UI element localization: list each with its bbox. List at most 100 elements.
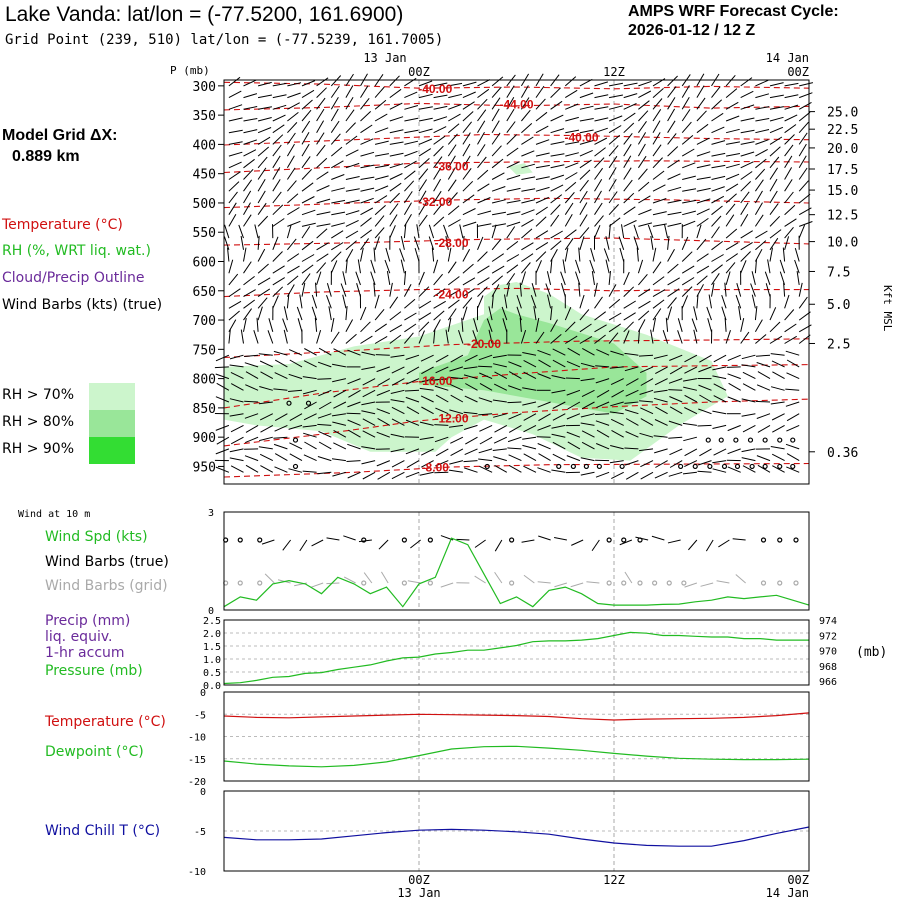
wind-barb (725, 128, 740, 134)
calm-wind-circle (718, 437, 724, 443)
wind-barb (405, 378, 420, 385)
wind-barb (272, 295, 279, 309)
wind-barb (683, 378, 697, 382)
wind-barb (578, 282, 581, 297)
wind-barb (769, 82, 784, 87)
calm-wind-circle (292, 463, 299, 470)
wind-barb (462, 168, 472, 180)
wind-barb (257, 248, 266, 262)
dewpoint-line (223, 745, 810, 768)
wind-barb (404, 117, 419, 122)
wind-barb (501, 306, 508, 321)
wind-barb (272, 82, 287, 87)
calm-wind-grid (401, 580, 407, 586)
wind-barb (389, 102, 403, 110)
wind-barb (721, 294, 727, 309)
wind-barb (564, 191, 575, 204)
wind-barb (268, 318, 274, 332)
wind-barb (639, 432, 654, 438)
wind-barb (535, 85, 545, 98)
wind-barb (478, 397, 493, 403)
wind-barb (286, 167, 296, 180)
wind-barb (537, 401, 551, 408)
wind-barb (608, 284, 617, 297)
wind-barb (769, 167, 779, 180)
wind-barb (506, 161, 520, 169)
wind-barb (537, 424, 551, 431)
calm-wind-true (793, 537, 799, 543)
wind-barb (318, 401, 332, 410)
wind-barb (286, 224, 292, 239)
wind-barb (565, 103, 579, 110)
wind-barb (798, 296, 808, 309)
wind-barb (331, 160, 344, 169)
wind-barb (492, 354, 507, 359)
wind-barb (740, 230, 753, 239)
wind-barb (564, 181, 577, 192)
calm-wind-circle (619, 463, 625, 470)
wind-barb (289, 453, 303, 462)
calm-wind-true (401, 537, 407, 543)
wind-barb (608, 105, 623, 110)
wind-barb (784, 218, 797, 227)
wind-barb (416, 224, 420, 239)
wind-barb-true (651, 535, 665, 541)
wind-barb (448, 103, 462, 110)
wind-barb (228, 151, 243, 157)
wind-barb (389, 225, 396, 239)
wind-barb (448, 424, 463, 428)
wind-barb-grid (554, 582, 568, 588)
wind-barb (624, 447, 639, 450)
wind-barb (696, 208, 710, 216)
wind-barb (764, 271, 771, 286)
wind-barb (621, 224, 625, 239)
wind-barb (227, 247, 230, 262)
wind-barb (594, 127, 608, 134)
wind-barb (215, 466, 230, 473)
wind-barb (447, 155, 456, 169)
calm-wind-circle (762, 437, 768, 443)
calm-wind-grid (652, 580, 658, 586)
wind-barb (769, 237, 779, 251)
calm-wind-circle (570, 463, 576, 470)
precip-y-tick-label: 1.0 (203, 655, 221, 666)
wind-barb (477, 88, 490, 99)
calm-wind-true (606, 537, 612, 543)
calm-wind-circle (721, 463, 728, 470)
wind-barb (316, 108, 325, 122)
wind-barb (331, 187, 345, 192)
wind-barb (740, 129, 755, 134)
wind-barb (740, 251, 751, 262)
wind-barb (286, 155, 295, 169)
wind-barb (433, 178, 442, 192)
calm-wind-circle (583, 463, 589, 470)
wind-barb (229, 398, 244, 403)
wind-barb (229, 457, 244, 462)
wind-barb (272, 191, 282, 204)
wind-barb (360, 176, 375, 180)
pressure-tick-label: 550 (193, 226, 216, 241)
wind-barb (345, 240, 357, 251)
wind-barb (794, 259, 800, 274)
wind-barb-true (705, 539, 714, 552)
wind-barb (623, 132, 633, 145)
wind-barb (405, 419, 420, 426)
wind-barb (345, 319, 354, 333)
top-date-label: 14 Jan (766, 51, 809, 65)
wind-barb (331, 242, 344, 251)
wind-barb (418, 138, 433, 145)
wind-barb (462, 155, 471, 169)
wind-barb (477, 98, 488, 110)
wind-barb (477, 236, 484, 250)
wind-barb (243, 129, 258, 134)
wind-barb (374, 227, 385, 239)
wind-barb (491, 294, 494, 309)
wind-barb (403, 224, 407, 239)
wind-barb (784, 104, 799, 110)
wind-barb (254, 224, 259, 239)
wind-barb (712, 375, 727, 380)
wind-barb (492, 211, 506, 216)
bottom-date-label: 14 Jan (766, 886, 809, 900)
wind-barb (389, 192, 400, 204)
wind-barb (228, 161, 242, 169)
